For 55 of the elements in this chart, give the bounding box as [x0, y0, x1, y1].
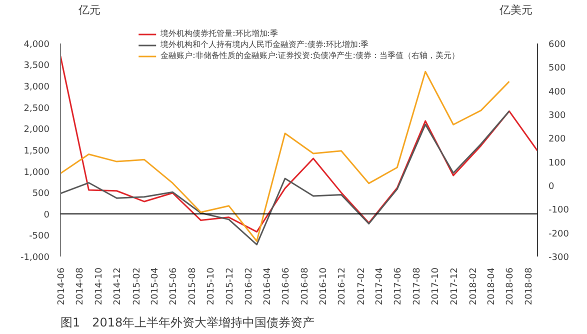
y-tick-label: 1,000: [24, 168, 50, 178]
y2-tick-label: -200: [548, 229, 570, 240]
y2-tick-label: 400: [548, 87, 566, 98]
x-tick-label: 2014-12: [113, 267, 124, 306]
x-tick-label: 2016-02: [244, 267, 254, 306]
x-tick-label: 2017-06: [394, 267, 404, 306]
x-tick-label: 2016-04: [262, 267, 273, 306]
y-tick-label: 1,500: [24, 146, 50, 156]
x-tick-label: 2017-04: [374, 267, 385, 306]
y2-tick-label: 200: [548, 134, 566, 145]
legend-label: 境外机构和个人持有境内人民币金融资产:债券:环比增加:季: [160, 39, 369, 50]
y2-tick-label: -100: [548, 206, 570, 216]
line-series: [60, 70, 510, 242]
y2-tick-label: 500: [548, 64, 566, 74]
y2-tick-label: 0: [548, 182, 554, 192]
x-tick-label: 2014-06: [57, 267, 67, 306]
x-tick-label: 2014-08: [76, 267, 86, 306]
x-tick-label: 2017-08: [412, 267, 422, 306]
x-tick-label: 2018-08: [524, 267, 534, 306]
x-tick-label: 2016-12: [338, 267, 348, 306]
y2-axis-title: 亿美元: [498, 4, 532, 16]
x-tick-label: 2014-10: [94, 267, 104, 306]
y-tick-label: -1,000: [20, 253, 50, 263]
x-tick-label: 2018-04: [487, 267, 498, 306]
x-tick-label: 2015-08: [188, 267, 198, 306]
y2-tick-label: 300: [548, 110, 566, 121]
y-tick-label: 2,500: [24, 104, 50, 114]
y-axis-title: 亿元: [77, 4, 100, 16]
legend-label: 金融账户:非储备性质的金融账户:证券投资:负债净产生:债券：当季值（右轴，美元）: [160, 50, 460, 61]
x-tick-label: 2015-06: [169, 267, 180, 306]
y-tick-label: 3,000: [24, 82, 50, 93]
x-tick-label: 2018-02: [468, 267, 479, 306]
x-tick-label: 2015-10: [206, 267, 217, 306]
x-tick-label: 2015-02: [132, 267, 142, 306]
y2-tick-label: 600: [548, 40, 566, 50]
y-tick-label: 3,500: [24, 61, 50, 72]
y2-tick-label: -300: [548, 253, 570, 263]
legend-label: 境外机构债券托管量:环比增加:季: [160, 28, 278, 39]
y-tick-label: 0: [44, 210, 50, 220]
x-tick-label: 2017-12: [450, 267, 460, 306]
x-tick-label: 2018-06: [506, 267, 516, 306]
y-tick-label: 500: [32, 189, 50, 200]
x-tick-label: 2015-12: [225, 267, 236, 306]
x-tick-label: 2016-08: [300, 267, 310, 306]
y-tick-label: -500: [29, 232, 50, 242]
x-tick-label: 2016-10: [318, 267, 329, 306]
text: 图1 2018年上半年外资大举增持中国债券资产: [60, 316, 315, 330]
y2-tick-label: 100: [548, 158, 566, 168]
x-tick-label: 2016-06: [282, 267, 292, 306]
x-tick-label: 2017-02: [356, 267, 367, 306]
line-series: [60, 110, 510, 246]
y-tick-label: 2,000: [24, 125, 50, 136]
x-tick-label: 2015-04: [150, 267, 160, 306]
x-tick-label: 2017-10: [431, 267, 442, 306]
y-tick-label: 4,000: [24, 40, 50, 50]
